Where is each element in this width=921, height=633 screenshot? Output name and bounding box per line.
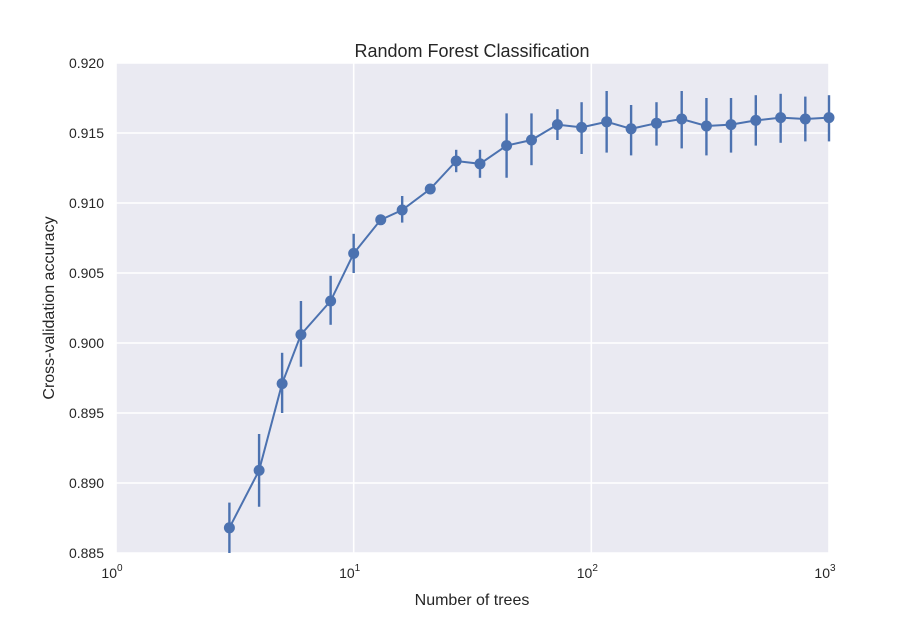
x-tick-labels: 100 101 102 103 bbox=[101, 563, 836, 581]
y-tick-label: 0.900 bbox=[69, 335, 104, 351]
data-point bbox=[375, 214, 387, 226]
x-tick-label: 102 bbox=[577, 563, 599, 581]
data-point bbox=[650, 117, 662, 129]
data-point bbox=[295, 329, 307, 341]
y-tick-label: 0.910 bbox=[69, 195, 104, 211]
y-tick-label: 0.905 bbox=[69, 265, 104, 281]
data-point bbox=[450, 155, 462, 167]
x-axis-label: Number of trees bbox=[415, 592, 530, 609]
data-point bbox=[424, 183, 436, 195]
data-point bbox=[725, 119, 737, 131]
x-tick-label: 103 bbox=[814, 563, 836, 581]
y-tick-label: 0.895 bbox=[69, 405, 104, 421]
x-tick-label: 100 bbox=[101, 563, 123, 581]
data-point bbox=[501, 140, 513, 152]
data-point bbox=[348, 247, 360, 259]
y-tick-label: 0.890 bbox=[69, 475, 104, 491]
data-point bbox=[775, 112, 787, 124]
data-point bbox=[750, 114, 762, 126]
data-point bbox=[474, 158, 486, 170]
y-tick-label: 0.885 bbox=[69, 545, 104, 561]
x-tick-label: 101 bbox=[339, 563, 361, 581]
data-point bbox=[700, 120, 712, 132]
data-point bbox=[676, 113, 688, 125]
data-point bbox=[823, 112, 835, 124]
data-point bbox=[601, 116, 613, 128]
y-tick-label: 0.920 bbox=[69, 55, 104, 71]
data-point bbox=[253, 464, 265, 476]
y-tick-labels: 0.885 0.890 0.895 0.900 0.905 0.910 0.915 0.920 bbox=[69, 55, 104, 561]
data-point bbox=[551, 119, 563, 131]
data-points bbox=[223, 112, 835, 534]
data-point bbox=[625, 123, 637, 135]
plot-area bbox=[116, 63, 829, 553]
data-point bbox=[276, 378, 288, 390]
data-point bbox=[576, 121, 588, 133]
data-point bbox=[525, 134, 537, 146]
data-point bbox=[396, 204, 408, 216]
data-point bbox=[799, 113, 811, 125]
grid bbox=[115, 62, 830, 554]
chart-title: Random Forest Classification bbox=[354, 41, 589, 61]
data-point bbox=[223, 522, 235, 534]
y-axis-label: Cross-validation accuracy bbox=[41, 216, 58, 399]
y-tick-label: 0.915 bbox=[69, 125, 104, 141]
data-point bbox=[325, 295, 337, 307]
